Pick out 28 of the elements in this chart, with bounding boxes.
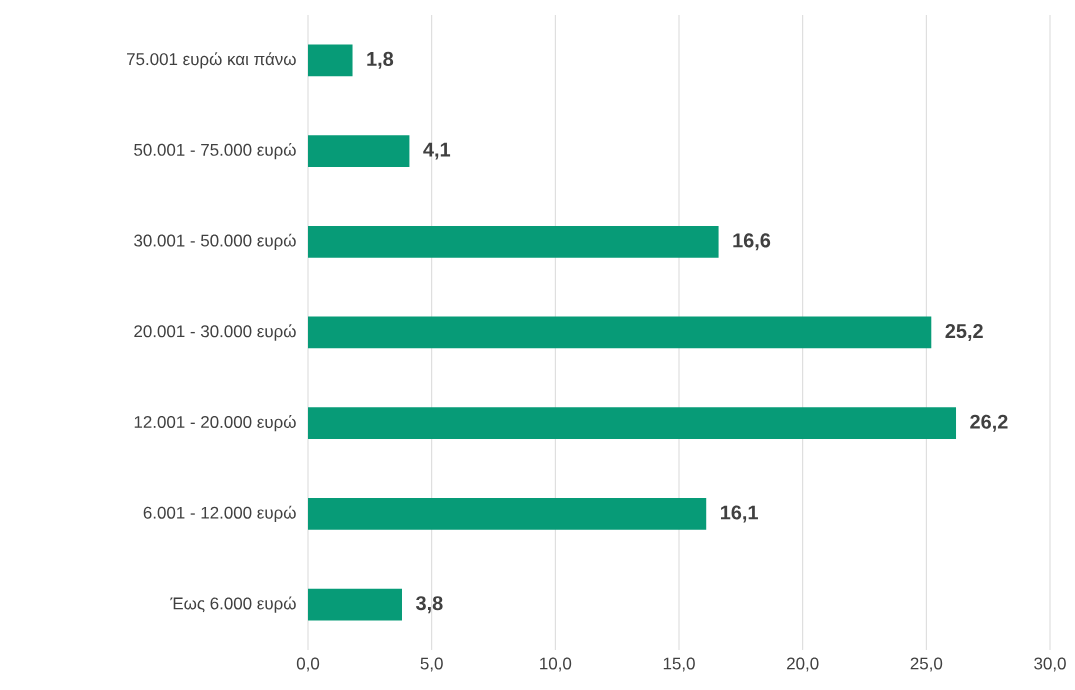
data-label: 4,1 [423,142,451,160]
y-tick-label: 75.001 ευρώ και πάνω [127,52,296,69]
bar [308,316,932,349]
y-tick-label: 6.001 - 12.000 ευρώ [143,505,296,523]
data-label: 3,8 [415,596,443,614]
x-tick-label: 25,0 [910,657,943,672]
y-tick-label: Έως 6.000 ευρώ [170,596,296,613]
y-tick-label: 12.001 - 20.000 ευρώ [134,415,296,432]
x-tick-label: 15,0 [663,657,695,672]
y-tick-label: 30.001 - 50.000 ευρώ [134,233,296,250]
bar [308,407,957,440]
bar [308,135,410,167]
data-label: 16,1 [720,505,758,523]
y-tick-label: 50.001 - 75.000 ευρώ [134,142,296,160]
x-tick-label: 10,0 [540,657,572,672]
data-label: 1,8 [367,51,394,69]
x-tick-label: 5,0 [420,657,443,672]
data-label: 25,2 [945,324,983,341]
bar [308,44,353,77]
bar [308,588,402,621]
data-label: 26,2 [970,414,1008,432]
x-tick-label: 20,0 [787,657,819,672]
data-label: 16,6 [733,233,771,251]
x-tick-label: 0,0 [296,657,320,672]
bar [308,225,719,258]
y-tick-label: 20.001 - 30.000 ευρώ [134,324,296,341]
x-tick-label: 30,0 [1034,657,1066,672]
bar [308,498,707,530]
